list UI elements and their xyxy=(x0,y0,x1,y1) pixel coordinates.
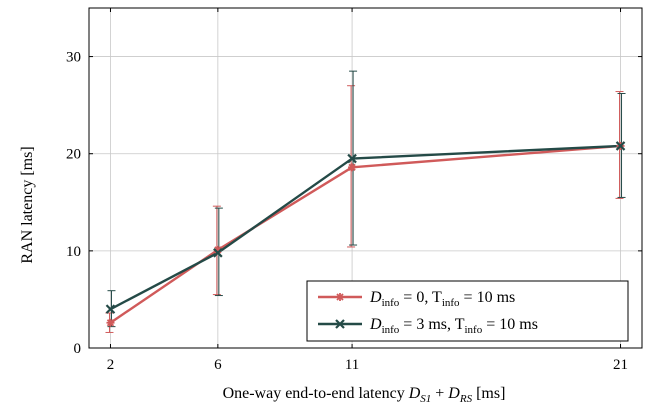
x-tick-label: 21 xyxy=(613,357,628,373)
grid xyxy=(89,8,642,348)
plot-frame xyxy=(88,7,643,349)
data-point xyxy=(106,318,115,327)
legend-label-1: Dinfo = 0, Tinfo = 10 ms xyxy=(369,289,515,309)
x-tick-label: 11 xyxy=(345,357,359,373)
x-tick-label: 2 xyxy=(107,357,115,373)
y-axis-label: RAN latency [ms] xyxy=(19,146,36,263)
legend: Dinfo = 0, Tinfo = 10 ms Dinfo = 3 ms, T… xyxy=(306,280,629,342)
series-line-2 xyxy=(109,144,621,311)
series-line-1 xyxy=(109,144,621,324)
data-point xyxy=(213,248,223,258)
data-point xyxy=(615,141,626,151)
data-point xyxy=(347,153,357,164)
legend-entry-1: Dinfo = 0, Tinfo = 10 ms xyxy=(318,289,515,309)
y-tick-label: 0 xyxy=(74,341,82,357)
legend-label-2: Dinfo = 3 ms, Tinfo = 10 ms xyxy=(369,316,538,336)
y-tick-label: 30 xyxy=(66,50,81,66)
axis-ticks: 0 10 20 30 2 6 11 21 xyxy=(66,8,642,373)
series-lines xyxy=(109,144,621,324)
legend-entry-2: Dinfo = 3 ms, Tinfo = 10 ms xyxy=(318,316,538,336)
series-markers xyxy=(105,141,626,327)
data-point xyxy=(348,163,357,172)
x-tick-label: 6 xyxy=(214,357,222,373)
y-tick-label: 20 xyxy=(66,147,81,163)
data-point xyxy=(105,304,116,314)
legend-marker-glyph xyxy=(335,319,345,329)
legend-marker-2 xyxy=(335,319,345,329)
x-axis-label: One-way end-to-end latency DS1 + DRS [ms… xyxy=(223,385,506,405)
y-tick-label: 10 xyxy=(66,244,81,260)
legend-marker-1 xyxy=(336,293,344,301)
legend-marker-glyph xyxy=(336,293,344,301)
legend-box xyxy=(306,280,629,342)
